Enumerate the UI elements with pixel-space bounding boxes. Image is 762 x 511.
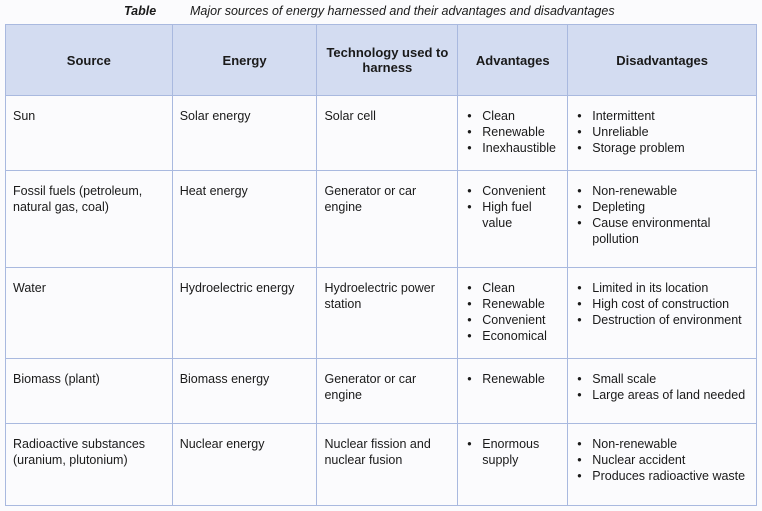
list-item: Cause environmental pollution bbox=[575, 215, 749, 247]
advantages-list: CleanRenewableConvenientEconomical bbox=[465, 280, 560, 344]
list-item: Unreliable bbox=[575, 124, 749, 140]
list-item: Renewable bbox=[465, 296, 560, 312]
disadvantages-list: Non-renewableNuclear accidentProduces ra… bbox=[575, 436, 749, 484]
disadvantages-list: IntermittentUnreliableStorage problem bbox=[575, 108, 749, 156]
header-energy: Energy bbox=[171, 24, 318, 96]
list-item: Enormous supply bbox=[465, 436, 560, 468]
cell-technology: Generator or car engine bbox=[316, 358, 459, 424]
cell-disadvantages: Non-renewableDepletingCause environmenta… bbox=[567, 170, 757, 268]
cell-technology: Nuclear fission and nuclear fusion bbox=[316, 423, 459, 506]
cell-disadvantages: IntermittentUnreliableStorage problem bbox=[567, 95, 757, 171]
table-row: Radioactive substances (uranium, plutoni… bbox=[5, 423, 757, 506]
list-item: Convenient bbox=[465, 312, 560, 328]
list-item: Small scale bbox=[575, 371, 749, 387]
caption-text: Major sources of energy harnessed and th… bbox=[190, 4, 615, 18]
cell-energy: Nuclear energy bbox=[171, 423, 318, 506]
disadvantages-list: Limited in its locationHigh cost of cons… bbox=[575, 280, 749, 328]
list-item: Large areas of land needed bbox=[575, 387, 749, 403]
cell-disadvantages: Limited in its locationHigh cost of cons… bbox=[567, 267, 757, 359]
list-item: High fuel value bbox=[465, 199, 560, 231]
table-row: Biomass (plant) Biomass energy Generator o… bbox=[5, 358, 757, 424]
table-row: Fossil fuels (petroleum, natural gas, co… bbox=[5, 170, 757, 268]
header-row: Source Energy Technology used to harness… bbox=[5, 24, 757, 96]
header-advantages: Advantages bbox=[457, 24, 569, 96]
cell-energy: Solar energy bbox=[171, 95, 318, 171]
advantages-list: Enormous supply bbox=[465, 436, 560, 468]
cell-energy: Heat energy bbox=[171, 170, 318, 268]
cell-technology: Solar cell bbox=[316, 95, 459, 171]
header-source: Source bbox=[5, 24, 173, 96]
cell-advantages: CleanRenewableConvenientEconomical bbox=[457, 267, 569, 359]
list-item: Inexhaustible bbox=[465, 140, 560, 156]
list-item: Non-renewable bbox=[575, 183, 749, 199]
list-item: Renewable bbox=[465, 371, 560, 387]
cell-source: Sun bbox=[5, 95, 173, 171]
list-item: Storage problem bbox=[575, 140, 749, 156]
cell-energy: Hydroelectric energy bbox=[171, 267, 318, 359]
energy-sources-table: Source Energy Technology used to harness… bbox=[5, 24, 757, 506]
cell-advantages: Renewable bbox=[457, 358, 569, 424]
caption-label: Table bbox=[124, 4, 157, 18]
cell-advantages: ConvenientHigh fuel value bbox=[457, 170, 569, 268]
cell-source: Radioactive substances (uranium, plutoni… bbox=[5, 423, 173, 506]
list-item: Nuclear accident bbox=[575, 452, 749, 468]
cell-technology: Hydroelectric power station bbox=[316, 267, 459, 359]
disadvantages-list: Non-renewableDepletingCause environmenta… bbox=[575, 183, 749, 247]
cell-advantages: CleanRenewableInexhaustible bbox=[457, 95, 569, 171]
disadvantages-list: Small scaleLarge areas of land needed bbox=[575, 371, 749, 403]
list-item: Non-renewable bbox=[575, 436, 749, 452]
list-item: Produces radioactive waste bbox=[575, 468, 749, 484]
list-item: Depleting bbox=[575, 199, 749, 215]
advantages-list: ConvenientHigh fuel value bbox=[465, 183, 560, 231]
cell-source: Water bbox=[5, 267, 173, 359]
cell-technology: Generator or car engine bbox=[316, 170, 459, 268]
list-item: Renewable bbox=[465, 124, 560, 140]
list-item: High cost of construction bbox=[575, 296, 749, 312]
table-row: Water Hydroelectric energy Hydroelectric p… bbox=[5, 267, 757, 359]
cell-source: Biomass (plant) bbox=[5, 358, 173, 424]
cell-disadvantages: Non-renewableNuclear accidentProduces ra… bbox=[567, 423, 757, 506]
list-item: Destruction of environment bbox=[575, 312, 749, 328]
advantages-list: CleanRenewableInexhaustible bbox=[465, 108, 560, 156]
list-item: Economical bbox=[465, 328, 560, 344]
list-item: Clean bbox=[465, 108, 560, 124]
cell-energy: Biomass energy bbox=[171, 358, 318, 424]
cell-disadvantages: Small scaleLarge areas of land needed bbox=[567, 358, 757, 424]
header-disadvantages: Disadvantages bbox=[567, 24, 757, 96]
advantages-list: Renewable bbox=[465, 371, 560, 387]
cell-source: Fossil fuels (petroleum, natural gas, co… bbox=[5, 170, 173, 268]
header-technology: Technology used to harness bbox=[316, 24, 459, 96]
list-item: Clean bbox=[465, 280, 560, 296]
list-item: Limited in its location bbox=[575, 280, 749, 296]
cell-advantages: Enormous supply bbox=[457, 423, 569, 506]
list-item: Intermittent bbox=[575, 108, 749, 124]
list-item: Convenient bbox=[465, 183, 560, 199]
